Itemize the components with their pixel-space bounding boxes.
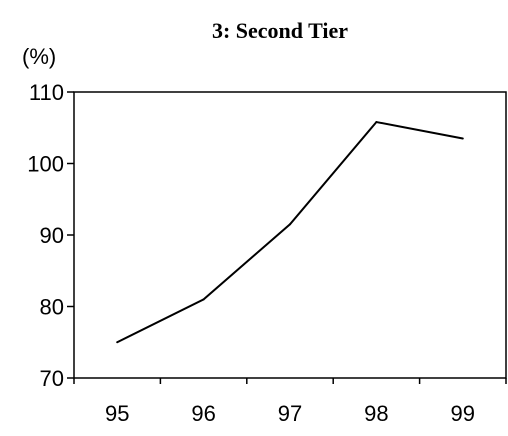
data-point [202,298,205,301]
x-tick-label: 96 [191,401,215,426]
y-tick-label: 70 [40,366,64,391]
y-tick-label: 80 [40,295,64,320]
chart-title: 3: Second Tier [212,18,348,43]
y-tick-label: 90 [40,223,64,248]
series-layer [116,120,464,344]
x-axis: 95 96 97 98 99 [73,378,507,426]
y-tick-label: 110 [29,80,64,105]
y-axis: 70 80 90 100 110 [27,80,74,391]
data-point [116,341,119,344]
y-axis-unit-label: (%) [22,44,56,69]
data-point [289,223,291,226]
data-point [375,121,378,124]
x-tick-label: 97 [278,401,302,426]
x-tick-label: 98 [364,401,388,426]
data-point [461,137,464,140]
x-tick-label: 95 [105,401,129,426]
x-tick-label: 99 [451,401,475,426]
y-tick-label: 100 [27,152,64,177]
series-line [116,120,463,344]
